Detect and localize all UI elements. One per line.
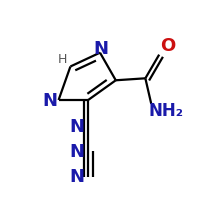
- Text: N: N: [42, 92, 57, 110]
- Text: N: N: [70, 143, 85, 161]
- Text: N: N: [93, 40, 108, 58]
- Text: N: N: [70, 118, 85, 136]
- Text: O: O: [160, 37, 176, 55]
- Text: NH₂: NH₂: [149, 102, 184, 120]
- Text: H: H: [58, 53, 67, 66]
- Text: N: N: [70, 168, 85, 186]
